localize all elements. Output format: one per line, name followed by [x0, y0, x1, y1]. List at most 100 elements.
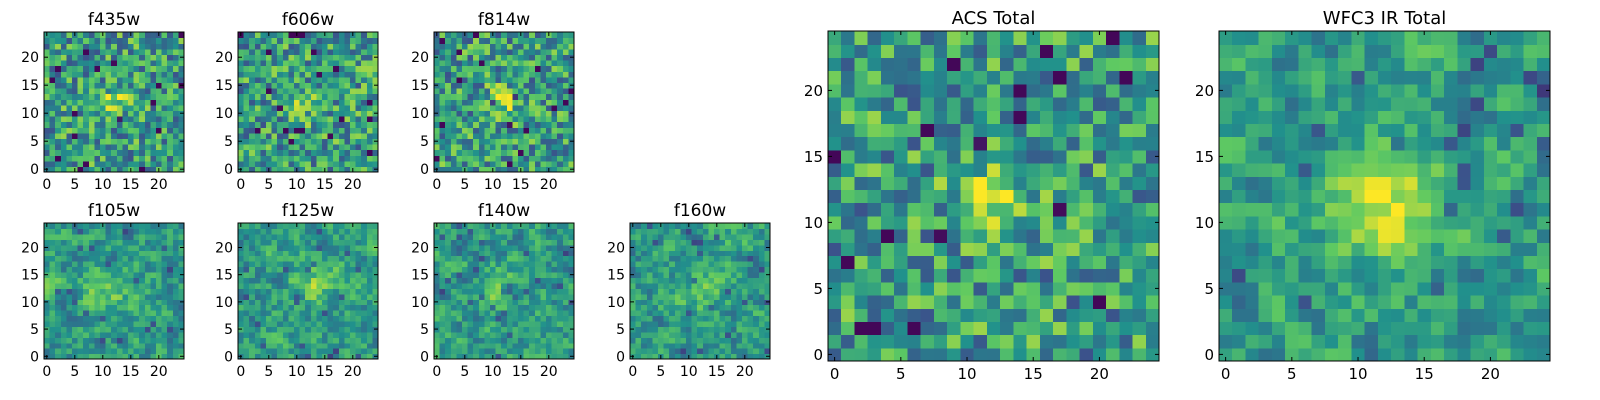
heatmap-cell: [753, 315, 760, 322]
heatmap-cell: [540, 32, 547, 39]
heatmap-cell: [540, 337, 547, 344]
heatmap-cell: [150, 32, 157, 39]
heatmap-cell: [254, 277, 261, 284]
heatmap-cell: [691, 315, 698, 322]
heatmap-cell: [1119, 176, 1134, 190]
heatmap-cell: [49, 60, 56, 67]
heatmap-cell: [747, 310, 754, 317]
heatmap-cell: [77, 116, 84, 123]
heatmap-cell: [467, 149, 474, 156]
heatmap-cell: [44, 315, 51, 322]
heatmap-cell: [1026, 268, 1041, 283]
heatmap-cell: [254, 32, 261, 39]
heatmap-cell: [697, 288, 704, 295]
heatmap-cell: [344, 121, 351, 128]
heatmap-cell: [178, 88, 185, 95]
heatmap-cell: [534, 299, 541, 306]
heatmap-cell: [473, 43, 480, 50]
heatmap-cell: [94, 88, 101, 95]
heatmap-cell: [116, 261, 123, 268]
heatmap-cell: [702, 277, 709, 284]
heatmap-cell: [88, 250, 95, 257]
heatmap-cell: [366, 310, 373, 317]
heatmap-cell: [254, 110, 261, 117]
heatmap-cell: [116, 331, 123, 338]
heatmap-cell: [557, 277, 564, 284]
heatmap-cell: [282, 337, 289, 344]
heatmap-cell: [322, 48, 329, 55]
heatmap-cell: [551, 293, 558, 300]
heatmap-cell: [366, 43, 373, 50]
heatmap-cell: [294, 88, 301, 95]
heatmap-cell: [439, 315, 446, 322]
heatmap-cell: [344, 228, 351, 235]
heatmap-cell: [434, 160, 441, 167]
heatmap-cell: [94, 255, 101, 262]
heatmap-cell: [282, 99, 289, 106]
heatmap-cell: [557, 337, 564, 344]
heatmap-cell: [288, 288, 295, 295]
heatmap-cell: [663, 293, 670, 300]
heatmap-cell: [490, 104, 497, 111]
heatmap-cell: [344, 88, 351, 95]
heatmap-cell: [116, 60, 123, 67]
heatmap-cell: [680, 299, 687, 306]
heatmap-cell: [83, 304, 90, 311]
heatmap-cell: [72, 54, 79, 61]
heatmap-cell: [88, 342, 95, 349]
heatmap-cell: [355, 149, 362, 156]
heatmap-cell: [60, 32, 67, 39]
heatmap-cell: [652, 288, 659, 295]
heatmap-cell: [1026, 189, 1041, 204]
heatmap-cell: [663, 244, 670, 251]
heatmap-cell: [462, 282, 469, 289]
heatmap-cell: [249, 331, 256, 338]
heatmap-cell: [139, 116, 146, 123]
heatmap-cell: [663, 310, 670, 317]
heatmap-cell: [372, 71, 379, 78]
heatmap-cell: [518, 320, 525, 327]
heatmap-cell: [456, 239, 463, 246]
heatmap-cell: [94, 65, 101, 72]
heatmap-cell: [445, 331, 452, 338]
heatmap-cell: [506, 233, 513, 240]
heatmap-cell: [674, 250, 681, 257]
heatmap-cell: [310, 331, 317, 338]
heatmap-cell: [372, 293, 379, 300]
heatmap-cell: [512, 32, 519, 39]
heatmap-cell: [557, 104, 564, 111]
heatmap-cell: [355, 277, 362, 284]
heatmap-cell: [462, 337, 469, 344]
heatmap-cell: [305, 166, 312, 173]
heatmap-cell: [294, 337, 301, 344]
x-tick-label: 0: [236, 177, 245, 193]
heatmap-cell: [512, 315, 519, 322]
heatmap-cell: [299, 299, 306, 306]
heatmap-cell: [372, 342, 379, 349]
heatmap-cell: [652, 315, 659, 322]
heatmap-cell: [156, 304, 163, 311]
heatmap-cell: [128, 337, 135, 344]
heatmap-cell: [100, 337, 107, 344]
heatmap-f606w: [238, 32, 379, 173]
heatmap-cell: [462, 266, 469, 273]
heatmap-cell: [344, 261, 351, 268]
heatmap-cell: [161, 144, 168, 151]
heatmap-cell: [277, 149, 284, 156]
heatmap-cell: [518, 132, 525, 139]
heatmap-cell: [691, 331, 698, 338]
heatmap-cell: [674, 288, 681, 295]
heatmap-cell: [156, 127, 163, 134]
heatmap-cell: [736, 288, 743, 295]
heatmap-cell: [880, 281, 895, 296]
heatmap-cell: [933, 229, 948, 243]
heatmap-cell: [44, 239, 51, 246]
heatmap-cell: [156, 88, 163, 95]
heatmap-cell: [361, 116, 368, 123]
heatmap-cell: [663, 348, 670, 355]
heatmap-cell: [344, 342, 351, 349]
heatmap-cell: [161, 299, 168, 306]
heatmap-cell: [450, 277, 457, 284]
heatmap-cell: [167, 348, 174, 355]
